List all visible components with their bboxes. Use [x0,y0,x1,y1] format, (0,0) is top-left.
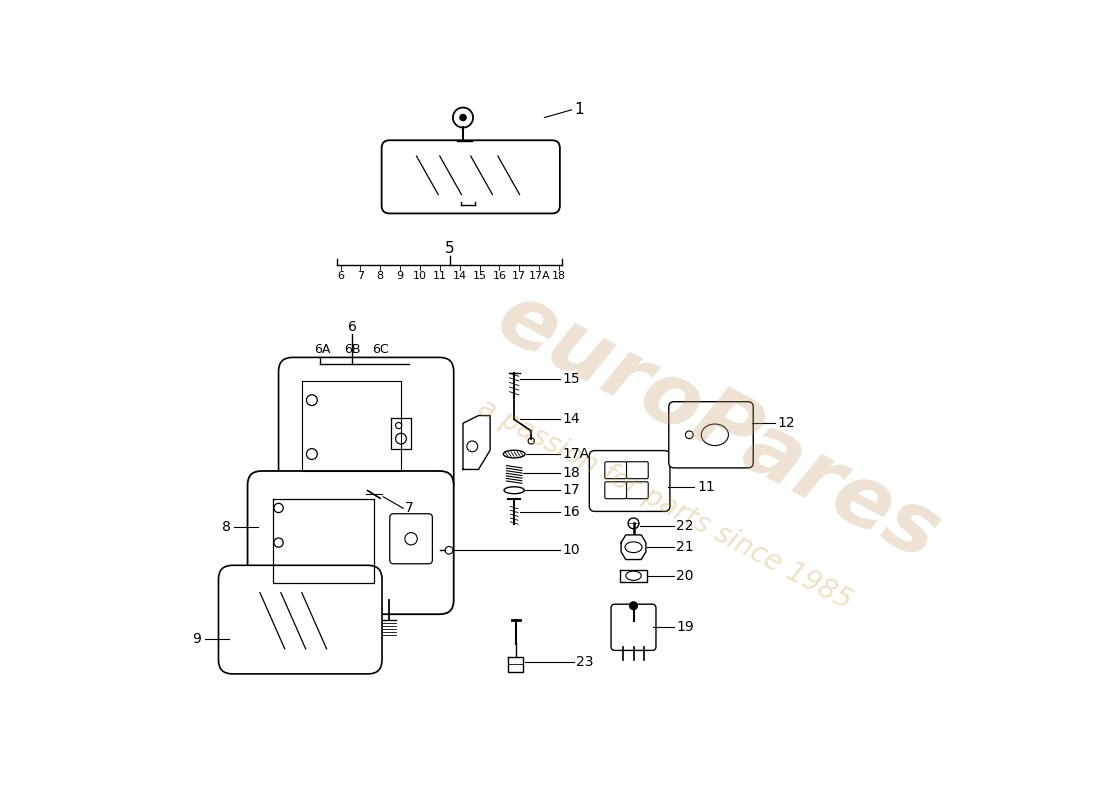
Text: 8: 8 [221,520,231,534]
Text: 9: 9 [397,271,404,281]
Text: 17A: 17A [562,447,590,461]
Text: 6: 6 [337,271,344,281]
FancyBboxPatch shape [605,462,627,478]
Circle shape [460,114,466,121]
Text: 22: 22 [676,518,694,533]
Text: 11: 11 [697,480,715,494]
Text: 5: 5 [446,241,454,256]
Text: 16: 16 [562,505,580,519]
FancyBboxPatch shape [627,482,648,498]
Circle shape [628,518,639,529]
Text: a passion for parts since 1985: a passion for parts since 1985 [473,394,856,615]
Text: 14: 14 [562,413,580,426]
Text: 7: 7 [405,502,414,515]
Text: 17: 17 [562,483,580,498]
Text: 10: 10 [412,271,427,281]
Text: 20: 20 [676,569,694,582]
Text: 15: 15 [473,271,486,281]
Text: 18: 18 [552,271,567,281]
Circle shape [629,602,637,610]
Text: 9: 9 [192,632,201,646]
Text: euroPares: euroPares [483,276,954,578]
FancyBboxPatch shape [605,482,627,498]
Text: 23: 23 [576,655,594,669]
Text: 12: 12 [778,416,795,430]
Circle shape [456,111,470,124]
Text: 6B: 6B [344,343,361,356]
Text: 17A: 17A [528,271,550,281]
Text: 8: 8 [376,271,384,281]
FancyBboxPatch shape [389,514,432,564]
Text: 17: 17 [513,271,527,281]
FancyBboxPatch shape [219,566,382,674]
Text: 6: 6 [348,320,356,334]
Text: 6A: 6A [315,343,331,356]
FancyBboxPatch shape [627,462,648,478]
Text: 16: 16 [493,271,506,281]
Text: 11: 11 [433,271,447,281]
Text: 21: 21 [676,540,694,554]
Text: 6C: 6C [372,343,388,356]
Text: 19: 19 [676,620,694,634]
FancyBboxPatch shape [248,471,453,614]
Text: 10: 10 [562,543,580,558]
FancyBboxPatch shape [382,140,560,214]
FancyBboxPatch shape [669,402,754,468]
FancyBboxPatch shape [590,450,670,511]
Text: 18: 18 [562,466,580,480]
FancyBboxPatch shape [278,358,453,497]
Text: 1: 1 [574,102,583,118]
Text: 14: 14 [453,271,466,281]
FancyBboxPatch shape [610,604,656,650]
Text: 15: 15 [562,372,580,386]
Text: 7: 7 [356,271,364,281]
